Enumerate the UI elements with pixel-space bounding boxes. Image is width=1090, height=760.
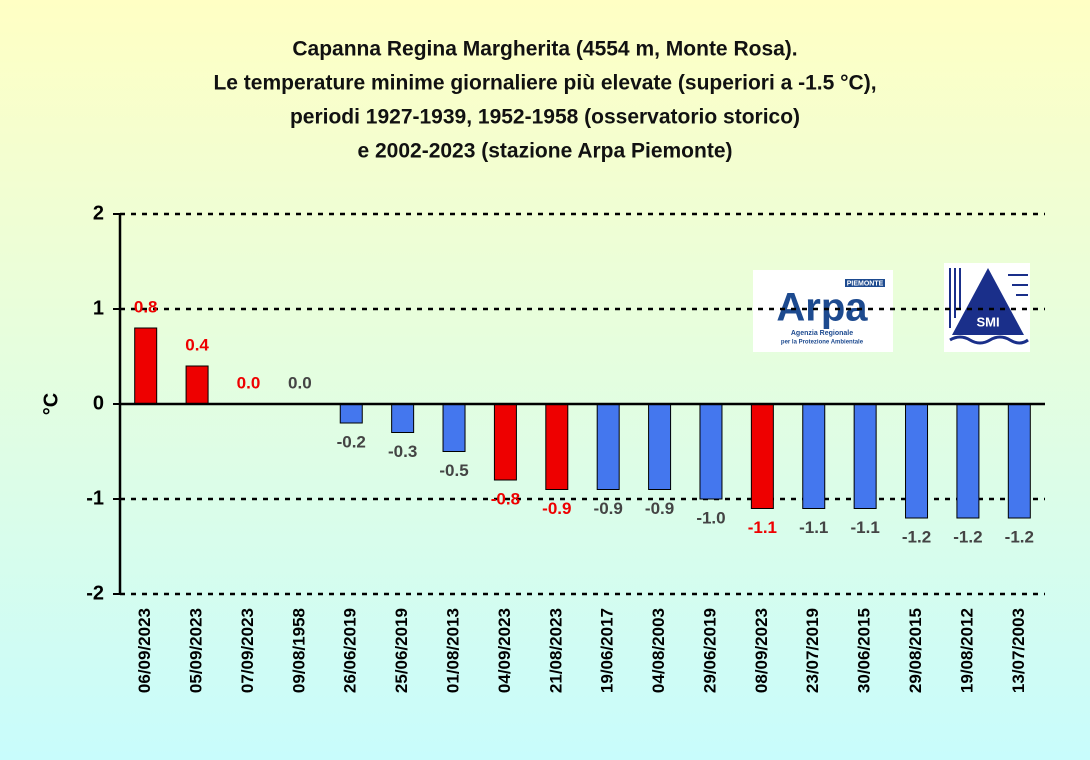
value-label: -1.1 (748, 518, 777, 537)
value-label: 0.0 (237, 373, 261, 392)
chart-title: periodi 1927-1939, 1952-1958 (osservator… (290, 106, 800, 129)
value-label: -0.5 (439, 461, 468, 480)
value-label: -0.9 (594, 499, 623, 518)
y-tick-label: -2 (86, 582, 104, 604)
value-label: -1.0 (696, 508, 725, 527)
x-tick-label: 06/09/2023 (135, 608, 154, 693)
smi-logo: SMI (944, 263, 1030, 352)
arpa-logo: PIEMONTE Arpa Agenzia Regionale per la P… (753, 270, 893, 352)
x-tick-label: 04/09/2023 (495, 608, 514, 693)
value-label: 0.8 (134, 297, 158, 316)
y-tick-label: 1 (93, 297, 104, 319)
x-tick-label: 19/06/2017 (598, 608, 617, 693)
x-tick-label: 05/09/2023 (187, 608, 206, 693)
logo-text: per la Protezione Ambientale (781, 340, 864, 346)
logo-text: SMI (976, 314, 999, 329)
x-tick-label: 01/08/2013 (444, 608, 463, 693)
bar (134, 327, 158, 405)
value-label: -0.2 (337, 432, 366, 451)
value-label: -0.9 (542, 499, 571, 518)
chart-title: Capanna Regina Margherita (4554 m, Monte… (292, 38, 797, 61)
value-label: -0.3 (388, 442, 417, 461)
bar (391, 403, 415, 433)
chart-title: Le temperature minime giornaliere più el… (213, 72, 876, 95)
x-tick-label: 08/09/2023 (752, 608, 771, 693)
bar (493, 403, 517, 481)
bar (905, 403, 929, 519)
value-label: 0.4 (185, 335, 209, 354)
bar (750, 403, 774, 509)
value-label: -1.1 (799, 518, 828, 537)
value-label: -1.2 (1005, 527, 1034, 546)
bar (802, 403, 826, 509)
x-tick-label: 09/08/1958 (289, 608, 308, 693)
logo-text: PIEMONTE (847, 280, 884, 287)
bar (956, 403, 980, 519)
logo-text: Arpa (776, 286, 868, 330)
bar (648, 403, 672, 490)
x-tick-label: 30/06/2015 (855, 608, 874, 693)
logo-lines (949, 268, 1028, 328)
bar (853, 403, 877, 509)
bar (185, 365, 209, 405)
bar (1007, 403, 1031, 519)
bar (339, 403, 363, 424)
y-axis-label: °C (40, 393, 62, 415)
x-tick-label: 07/09/2023 (238, 608, 257, 693)
value-label: -0.8 (491, 489, 520, 508)
chart-title: e 2002-2023 (stazione Arpa Piemonte) (357, 140, 732, 163)
y-tick-label: -1 (86, 487, 104, 509)
logo-band (845, 279, 885, 287)
value-label: -1.2 (953, 527, 982, 546)
value-label: -0.9 (645, 499, 674, 518)
bar (596, 403, 620, 490)
x-tick-label: 26/06/2019 (341, 608, 360, 693)
value-label: -1.2 (902, 527, 931, 546)
x-tick-label: 25/06/2019 (392, 608, 411, 693)
logo-wave (949, 335, 1029, 345)
bar (442, 403, 466, 452)
value-label: -1.1 (850, 518, 879, 537)
x-tick-label: 19/08/2012 (957, 608, 976, 693)
y-tick-label: 0 (93, 392, 104, 414)
x-tick-label: 29/08/2015 (906, 608, 925, 693)
x-tick-label: 04/08/2003 (649, 608, 668, 693)
value-label: 0.0 (288, 373, 312, 392)
x-tick-label: 23/07/2019 (803, 608, 822, 693)
y-tick-label: 2 (93, 202, 104, 224)
x-tick-label: 21/08/2023 (546, 608, 565, 693)
x-tick-label: 29/06/2019 (700, 608, 719, 693)
bar (699, 403, 723, 500)
logo-text: Agenzia Regionale (791, 330, 853, 337)
logo-mountain (952, 268, 1024, 335)
x-tick-label: 13/07/2003 (1009, 608, 1028, 693)
bar (545, 403, 569, 490)
